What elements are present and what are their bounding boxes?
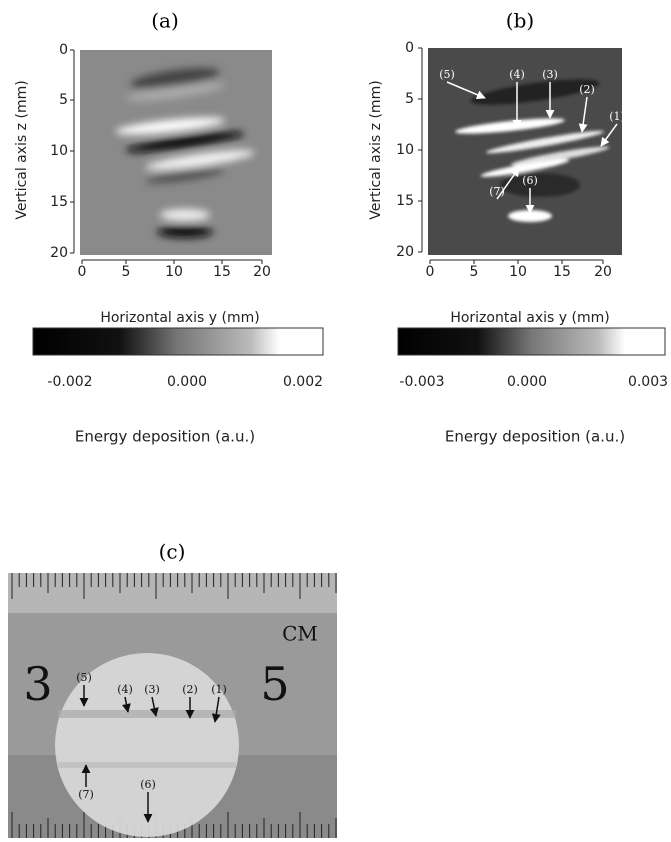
annotation: (3): [542, 68, 558, 81]
y-axis-label: Vertical axis z (mm): [368, 80, 384, 219]
ruler-text: 5: [260, 657, 289, 711]
x-tick-label: 15: [553, 264, 571, 280]
y-tick-label: 10: [50, 143, 68, 159]
colorbar-tick-label: -0.003: [399, 374, 444, 390]
panel-label: (c): [159, 540, 186, 564]
y-tick-label: 20: [50, 245, 68, 261]
colorbar-b: [398, 328, 665, 355]
x-axis-label: Horizontal axis y (mm): [450, 310, 609, 326]
annotation: (6): [522, 174, 538, 187]
annotation: (1): [211, 683, 227, 696]
annotation: (1): [609, 110, 625, 123]
y-tick-label: 5: [59, 92, 68, 108]
annotation: (5): [76, 671, 92, 684]
colorbar-label: Energy deposition (a.u.): [445, 428, 625, 446]
y-tick-label: 20: [396, 244, 414, 260]
x-tick-label: 20: [594, 264, 612, 280]
y-tick-label: 5: [405, 91, 414, 107]
annotation: (7): [78, 788, 94, 801]
image-a: [80, 50, 272, 255]
panel-label: (b): [506, 9, 534, 33]
x-tick-label: 5: [470, 264, 479, 280]
annotation: (3): [144, 683, 160, 696]
colorbar-tick-label: 0.003: [628, 374, 668, 390]
x-axis-label: Horizontal axis y (mm): [100, 310, 259, 326]
y-tick-label: 0: [405, 40, 414, 56]
colorbar-tick-label: -0.002: [47, 374, 92, 390]
x-tick-label: 10: [165, 264, 183, 280]
annotation: (2): [182, 683, 198, 696]
y-axis-label: Vertical axis z (mm): [14, 80, 30, 219]
colorbar-tick-label: 0.002: [283, 374, 323, 390]
colorbar-tick-label: 0.000: [507, 374, 547, 390]
y-tick-label: 15: [50, 194, 68, 210]
colorbar-label: Energy deposition (a.u.): [75, 428, 255, 446]
y-tick-label: 0: [59, 42, 68, 58]
x-tick-label: 0: [78, 264, 87, 280]
colorbar-a: [33, 328, 323, 355]
annotation: (5): [439, 68, 455, 81]
x-tick-label: 10: [509, 264, 527, 280]
ruler-text: CM: [282, 622, 318, 646]
figure: (a) 0 5 10 15 20 0 5 10 15 20 Vertical axis z (mm) H…: [0, 0, 671, 838]
annotation: (6): [140, 778, 156, 791]
annotation: (4): [509, 68, 525, 81]
panel-label: (a): [151, 9, 179, 33]
image-b: [428, 48, 622, 255]
x-tick-label: 0: [426, 264, 435, 280]
annotation: (7): [489, 185, 505, 198]
x-tick-label: 5: [122, 264, 131, 280]
annotation: (4): [117, 683, 133, 696]
x-tick-label: 15: [213, 264, 231, 280]
colorbar-tick-label: 0.000: [167, 374, 207, 390]
x-tick-label: 20: [253, 264, 271, 280]
ruler-text: 3: [23, 657, 52, 711]
y-tick-label: 15: [396, 193, 414, 209]
annotation: (2): [579, 83, 595, 96]
y-tick-label: 10: [396, 142, 414, 158]
